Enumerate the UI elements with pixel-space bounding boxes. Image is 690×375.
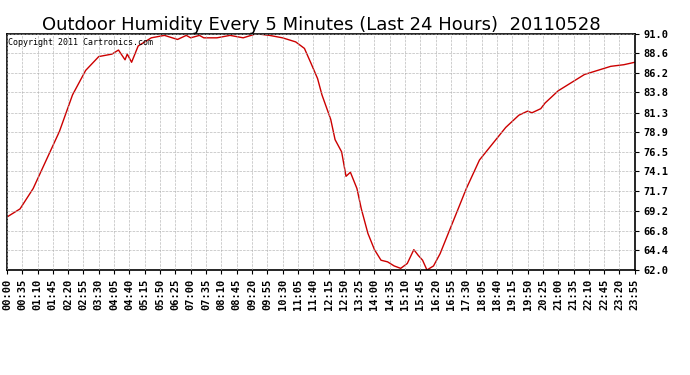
Text: Copyright 2011 Cartronics.com: Copyright 2011 Cartronics.com (8, 39, 153, 48)
Title: Outdoor Humidity Every 5 Minutes (Last 24 Hours)  20110528: Outdoor Humidity Every 5 Minutes (Last 2… (41, 16, 600, 34)
